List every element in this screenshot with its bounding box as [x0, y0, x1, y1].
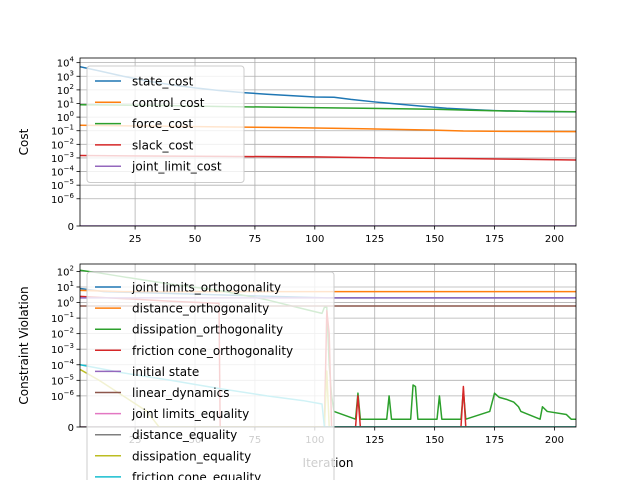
- cost-panel: 25 50 75 100 125 150 175 200010−610−510−410−310…: [17, 56, 577, 245]
- cost-ytick-label: 10−3: [51, 151, 74, 165]
- cost-xtick-label: 75: [249, 234, 262, 245]
- constraint-violation-panel: 255075100125150175200010−610−510−410−310…: [17, 263, 577, 480]
- cost-ytick-label: 0: [68, 222, 74, 233]
- violation-xtick-label: 175: [485, 435, 504, 446]
- cost-axes-frame: [79, 57, 577, 227]
- cost-ytick-label: 10−5: [51, 178, 74, 192]
- cost-ytick-label: 10−2: [51, 137, 74, 151]
- legend-label-joint-limit-cost: joint_limit_cost: [131, 160, 222, 174]
- violation-ytick-label: 100: [57, 296, 74, 310]
- cost-xtick-label: 175: [485, 234, 504, 245]
- cost-ytick-label: 102: [57, 83, 74, 97]
- violation-xtick-label: 125: [365, 435, 384, 446]
- legend-label-slack-cost: slack_cost: [132, 138, 194, 152]
- cost-xtick-label: 25: [129, 234, 142, 245]
- legend-label-distance-equality: distance_equality: [132, 428, 237, 442]
- violation-ytick-label: 10−2: [51, 327, 74, 341]
- cost-xtick-label: 50: [189, 234, 202, 245]
- cost-ytick-label: 10−1: [51, 124, 74, 138]
- legend-label-dissipation-orthogonality: dissipation_orthogonality: [132, 323, 283, 337]
- cost-xtick-label: 125: [365, 234, 384, 245]
- legend-label-state-cost: state_cost: [132, 75, 194, 89]
- cost-ytick-label: 10−4: [51, 165, 75, 179]
- violation-ytick-label: 0: [68, 423, 74, 434]
- cost-ylabel: Cost: [17, 128, 31, 155]
- cost-legend: state_cost control_cost force_cost slack_co…: [86, 65, 245, 183]
- violation-ytick-label: 10−6: [51, 389, 75, 403]
- legend-label-initial-state: initial state: [132, 365, 199, 379]
- violation-ytick-label: 102: [57, 264, 74, 278]
- violation-ytick-label: 10−1: [51, 311, 74, 325]
- cost-ytick-label: 103: [57, 69, 74, 83]
- legend-label-friction-cone-orthogonality: friction cone_orthogonality: [132, 344, 293, 358]
- violation-legend: joint limits_orthogonality distance_ortho…: [86, 271, 335, 480]
- cost-ytick-label: 10−6: [51, 192, 75, 206]
- violation-ytick-label: 101: [57, 280, 74, 294]
- violation-legend-box: [86, 271, 335, 480]
- legend-label-friction-cone-equality: friction cone_equality: [132, 470, 261, 480]
- cost-ytick-label: 104: [57, 56, 75, 70]
- violation-ytick-label: 10−5: [51, 373, 74, 387]
- violation-xtick-label: 150: [425, 435, 444, 446]
- legend-label-dissipation-equality: dissipation_equality: [132, 449, 251, 463]
- violation-ytick-label: 10−3: [51, 342, 74, 356]
- violation-ylabel: Constraint Violation: [17, 286, 31, 404]
- cost-ytick-label: 100: [57, 110, 74, 124]
- cost-xtick-label: 200: [545, 234, 564, 245]
- cost-xtick-label: 150: [425, 234, 444, 245]
- legend-label-linear-dynamics: linear_dynamics: [132, 386, 230, 400]
- legend-label-control-cost: control_cost: [132, 96, 205, 110]
- legend-label-joint-limits-equality: joint limits_equality: [131, 407, 249, 421]
- cost-ytick-label: 101: [57, 96, 74, 110]
- cost-legend-box: [86, 65, 245, 183]
- legend-label-distance-orthogonality: distance_orthogonality: [132, 302, 269, 316]
- legend-label-joint-limits-orthogonality: joint limits_orthogonality: [131, 281, 281, 295]
- cost-xtick-label: 100: [305, 234, 324, 245]
- legend-label-force-cost: force_cost: [132, 117, 193, 131]
- violation-ytick-label: 10−4: [51, 358, 75, 372]
- violation-xtick-label: 200: [545, 435, 564, 446]
